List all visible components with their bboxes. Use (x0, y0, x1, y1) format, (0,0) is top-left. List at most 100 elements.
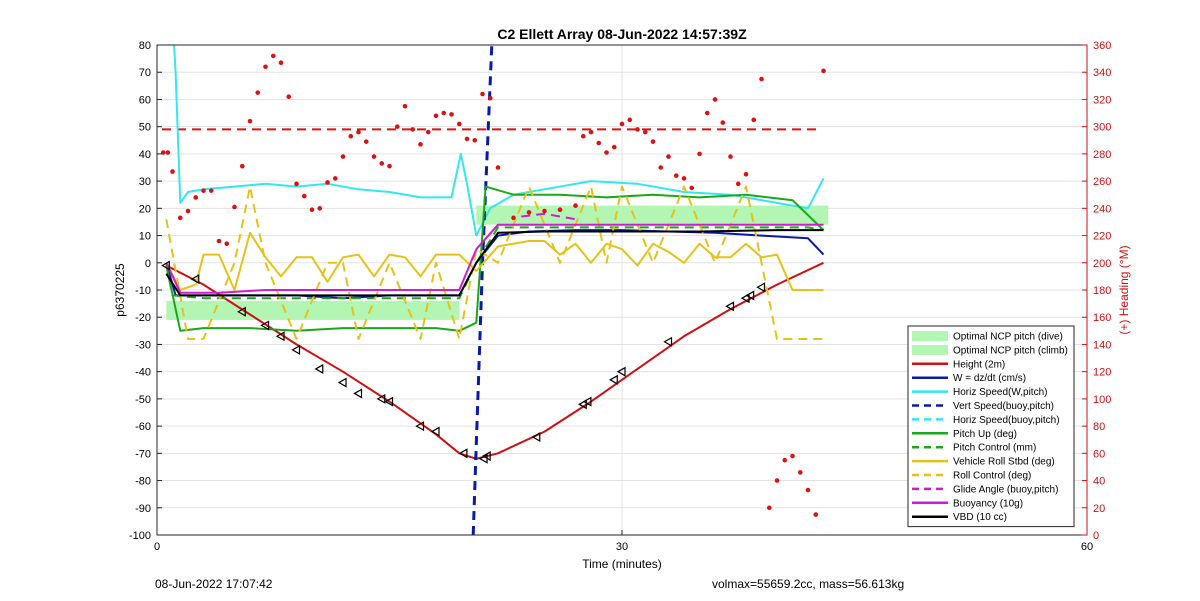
chart-title: C2 Ellett Array 08-Jun-2022 14:57:39Z (497, 26, 747, 42)
heading-point (472, 137, 478, 143)
heading-point (689, 185, 695, 191)
y-tick-label: 70 (139, 67, 151, 79)
vbd-marker (260, 320, 270, 331)
heading-point (160, 150, 166, 155)
heading-point (813, 512, 819, 517)
heading-point (165, 150, 171, 155)
legend-label: Vert Speed(buoy,pitch) (953, 401, 1054, 412)
x-tick-label: 0 (154, 541, 160, 553)
y2-tick-label: 0 (1093, 530, 1099, 542)
y2-tick-label: 180 (1093, 285, 1111, 297)
y-tick-label: -10 (135, 285, 151, 297)
vbd-marker (376, 393, 386, 404)
legend-label: Vehicle Roll Stbd (deg) (953, 457, 1055, 468)
heading-point (255, 90, 261, 95)
heading-point (650, 139, 656, 144)
y-tick-label: 60 (139, 94, 151, 106)
y2-axis-label: (+) Heading (°M) (1117, 245, 1131, 334)
legend-label: Optimal NCP pitch (dive) (953, 332, 1063, 343)
y-axis-label: p6370225 (113, 263, 127, 317)
heading-point (185, 208, 191, 214)
y2-tick-label: 20 (1093, 503, 1105, 515)
y-tick-label: -90 (135, 503, 151, 515)
vbd-marker (353, 388, 363, 399)
heading-point (588, 129, 594, 135)
heading-point (394, 124, 400, 129)
legend-label: Horiz Speed(W,pitch) (953, 387, 1047, 398)
series-line-2 (173, 44, 825, 237)
legend-box (907, 325, 1075, 528)
y2-tick-label: 260 (1093, 176, 1111, 188)
legend-label: W = dz/dt (cm/s) (953, 373, 1026, 384)
heading-point (557, 207, 563, 212)
legend-label: Pitch Control (mm) (953, 443, 1036, 454)
heading-point (356, 129, 361, 135)
heading-point (759, 76, 764, 82)
vbd-marker (756, 282, 766, 293)
x-tick-label: 30 (616, 541, 628, 553)
vbd-marker (291, 344, 301, 355)
y-tick-label: -40 (135, 367, 151, 379)
heading-point (301, 193, 307, 199)
heading-point (480, 91, 485, 97)
vbd-marker (430, 426, 440, 437)
series-line-9 (521, 212, 576, 221)
pitch-bands (166, 205, 829, 320)
y-tick-label: -70 (135, 448, 151, 460)
y-tick-label: -20 (135, 312, 151, 324)
legend-label: Height (2m) (953, 359, 1005, 370)
heading-point (495, 165, 501, 170)
heading-point (681, 176, 687, 181)
heading-point (208, 188, 214, 193)
vbd-marker (740, 293, 750, 304)
heading-point (387, 163, 392, 169)
legend: Optimal NCP pitch (dive) Optimal NCP pitc… (907, 325, 1075, 528)
y-tick-label: -80 (135, 476, 151, 488)
vbd-marker (161, 260, 170, 271)
heading-point (232, 204, 237, 210)
y2-tick-label: 80 (1093, 421, 1105, 433)
heading-point (410, 127, 416, 132)
heading-point (635, 127, 640, 132)
vbd-marker (190, 274, 200, 285)
heading-point (433, 113, 439, 119)
heading-point (294, 181, 299, 187)
heading-point (371, 154, 377, 159)
heading-point (642, 129, 648, 135)
vbd-markers (161, 260, 766, 464)
vbd-marker (415, 421, 425, 432)
heading-point (627, 117, 633, 123)
x-axis-label: Time (minutes) (582, 557, 662, 571)
y-tick-label: 30 (139, 176, 151, 188)
series-lines (165, 44, 825, 536)
y2-tick-label: 320 (1093, 94, 1111, 106)
heading-point (402, 103, 408, 109)
y-tick-label: -60 (135, 421, 151, 433)
legend-label: Horiz Speed(buoy,pitch) (953, 415, 1060, 426)
heading-point (697, 151, 702, 157)
y-tick-label: -50 (135, 394, 151, 406)
heading-point (766, 505, 772, 511)
heading-point (270, 53, 276, 59)
vbd-marker (458, 448, 468, 459)
legend-label: Roll Control (deg) (953, 471, 1031, 482)
heading-point (580, 133, 586, 139)
y2-tick-label: 40 (1093, 476, 1105, 488)
y-tick-label: 50 (139, 122, 151, 134)
vbd-marker (275, 331, 285, 342)
x-tick-label: 60 (1081, 541, 1093, 553)
pitch-band (476, 205, 829, 225)
heading-point (317, 206, 323, 211)
y2-tick-label: 360 (1093, 40, 1111, 52)
heading-point (542, 208, 547, 214)
y-tick-label: -100 (129, 530, 151, 542)
y2-tick-label: 160 (1093, 312, 1111, 324)
y2-tick-label: 240 (1093, 203, 1111, 215)
y-tick-label: -30 (135, 339, 151, 351)
heading-point (247, 118, 253, 124)
heading-point (658, 165, 664, 170)
heading-point (666, 154, 671, 159)
heading-point (728, 154, 733, 159)
heading-point (704, 110, 710, 116)
heading-point (177, 215, 183, 221)
